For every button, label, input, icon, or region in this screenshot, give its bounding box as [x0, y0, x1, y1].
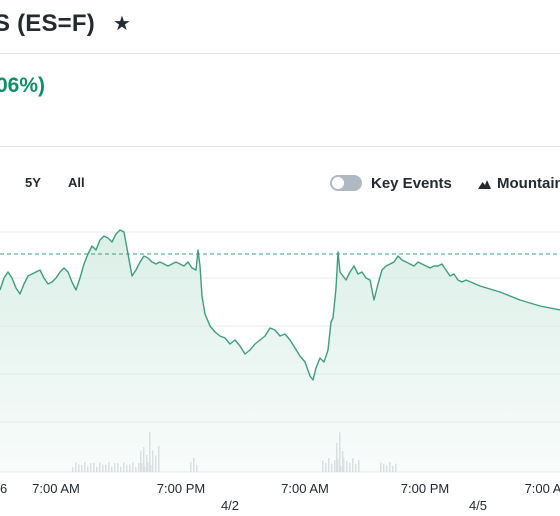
price-area — [0, 230, 560, 472]
price-line — [0, 229, 560, 381]
x-tick-label: 7:00 PM — [401, 481, 449, 496]
x-tick-label: 4/2 — [221, 498, 239, 513]
x-tick-label: 6 — [0, 481, 7, 496]
chart-toolbar-divider — [0, 146, 560, 147]
page-title: S (ES=F) — [0, 10, 95, 37]
chart-type-button[interactable]: Mountain — [478, 175, 560, 192]
page-title-row: S (ES=F) ★ — [0, 8, 131, 40]
mountain-icon — [478, 179, 491, 189]
header-divider — [0, 53, 560, 54]
key-events-label: Key Events — [371, 175, 452, 192]
x-tick-label: 7:00 AM — [32, 481, 80, 496]
x-tick-label: 7:00 PM — [157, 481, 205, 496]
x-tick-label: 4/5 — [469, 498, 487, 513]
x-tick-label: 7:00 A — [525, 481, 560, 496]
range-button-5y[interactable]: 5Y — [25, 175, 41, 190]
toggle-knob — [332, 177, 344, 189]
key-events-toggle[interactable] — [330, 175, 362, 191]
star-icon[interactable]: ★ — [112, 13, 131, 35]
range-button-all[interactable]: All — [68, 175, 85, 190]
x-tick-label: 7:00 AM — [281, 481, 329, 496]
price-chart[interactable]: 6 7:00 AM 7:00 PM 4/2 7:00 AM 7:00 PM 4/5 7:00 … — [0, 210, 560, 516]
price-change: 06%) — [0, 74, 46, 97]
chart-type-label: Mountain — [497, 175, 560, 192]
